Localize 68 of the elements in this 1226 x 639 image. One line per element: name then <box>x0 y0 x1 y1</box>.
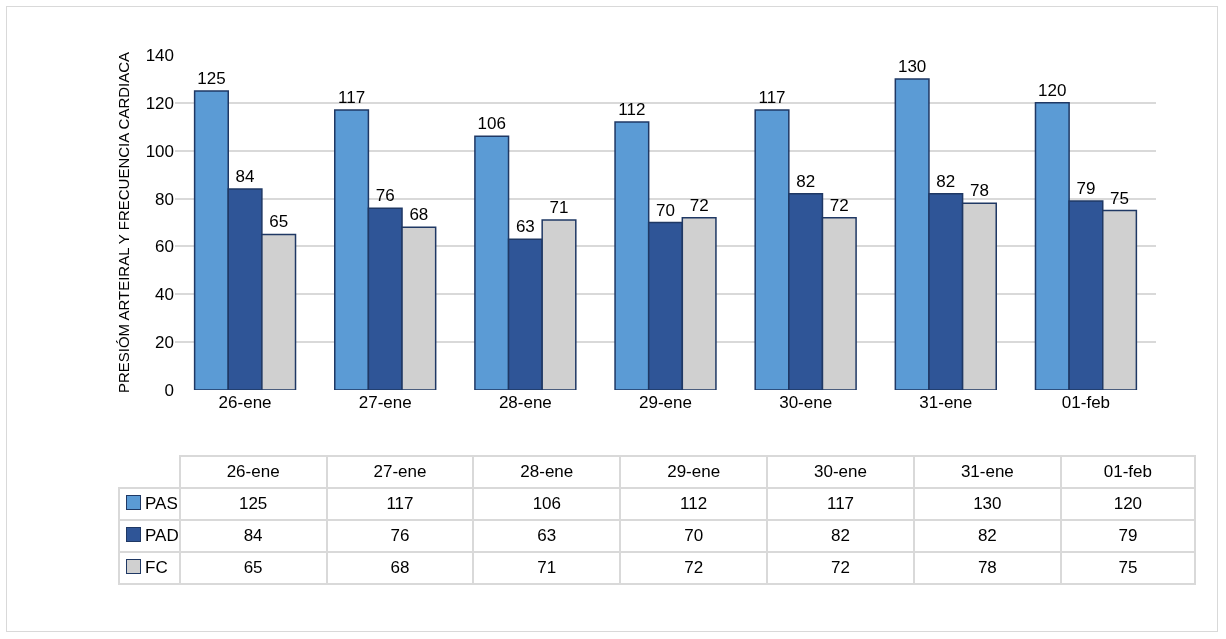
x-tick-label: 31-ene <box>919 393 973 412</box>
y-tick-label: 140 <box>145 45 174 65</box>
text: 65 <box>269 212 289 232</box>
x-tick-label: 30-ene <box>779 393 833 412</box>
text: 70 <box>656 200 675 220</box>
text: 112 <box>618 100 646 119</box>
category-label: 27-ene <box>373 462 427 481</box>
data-label: 65 <box>179 552 327 584</box>
data-label: 71 <box>473 552 621 584</box>
category-label: 28-ene <box>520 462 574 481</box>
data-label: 125 <box>179 488 327 520</box>
text: 72 <box>689 195 709 215</box>
x-tick-label: 28-ene <box>498 393 552 412</box>
y-tick-label: 60 <box>155 237 174 257</box>
data-label: 82 <box>913 520 1061 552</box>
data-label: 79 <box>1060 520 1195 552</box>
data-label: 72 <box>767 552 914 584</box>
y-tick-label: 100 <box>145 141 174 161</box>
y-tick-label: 80 <box>155 189 174 209</box>
y-axis-title: PRESIÓM ARTEIRAL Y FRECUENCIA CARDIACA <box>114 51 132 394</box>
data-label: 70 <box>620 520 768 552</box>
data-label: 117 <box>767 488 914 520</box>
data-label: 76 <box>326 520 474 552</box>
category-label: 31-ene <box>960 462 1014 481</box>
text: 120 <box>1038 80 1067 100</box>
x-tick-label: 29-ene <box>639 393 692 412</box>
x-tick-label: 26-ene <box>218 393 272 412</box>
data-label: 130 <box>913 488 1061 520</box>
legend-label: PAD <box>119 520 180 552</box>
category-label: 29-ene <box>667 462 721 481</box>
text: 125 <box>197 68 226 88</box>
category-label: 30-ene <box>814 462 867 481</box>
text: 106 <box>477 114 506 134</box>
text: 117 <box>758 88 786 108</box>
legend-label: FC <box>119 552 180 584</box>
x-tick-label: 01-feb <box>1061 393 1111 412</box>
text: 72 <box>829 195 849 215</box>
text: 79 <box>1076 178 1096 198</box>
data-label: 112 <box>620 488 768 520</box>
text: 82 <box>936 171 956 191</box>
data-label: 120 <box>1060 488 1195 520</box>
data-label: 84 <box>179 520 327 552</box>
data-label: 78 <box>913 552 1061 584</box>
y-tick-label: 120 <box>145 93 174 113</box>
text: 76 <box>375 186 395 206</box>
text: 130 <box>897 56 927 76</box>
data-label: 117 <box>326 488 474 520</box>
y-tick-label: 0 <box>164 380 174 400</box>
legend-label: PAS <box>119 488 180 520</box>
x-tick-label: 27-ene <box>358 393 412 412</box>
text: 71 <box>549 198 569 218</box>
text: 82 <box>796 171 816 191</box>
text: 84 <box>235 167 255 186</box>
data-label: 82 <box>767 520 914 552</box>
y-tick-label: 20 <box>155 333 174 353</box>
y-tick-label: 40 <box>155 285 174 305</box>
category-label: 01-feb <box>1103 462 1152 481</box>
data-label: 63 <box>473 520 621 552</box>
data-label: 68 <box>326 552 474 584</box>
data-label: 75 <box>1060 552 1195 584</box>
category-label: 26-ene <box>226 462 280 481</box>
data-label: 72 <box>620 552 768 584</box>
text: 68 <box>409 205 429 225</box>
data-label: 106 <box>473 488 621 520</box>
text: 117 <box>338 88 366 108</box>
text: 78 <box>969 181 989 201</box>
text: 63 <box>515 217 535 237</box>
text: 75 <box>1110 188 1130 208</box>
